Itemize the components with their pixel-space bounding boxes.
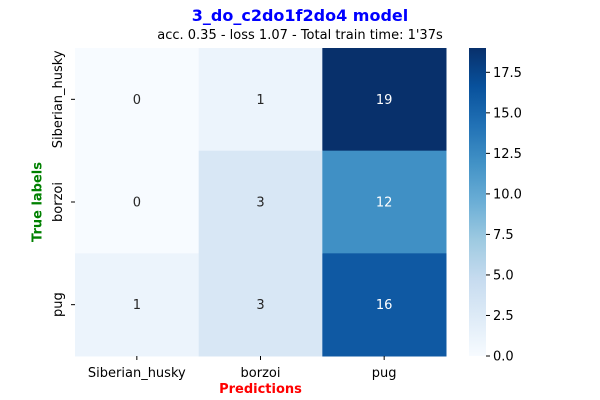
cell-value-label: 3 <box>256 196 264 211</box>
colorbar-tick-label: 7.5 <box>493 228 514 243</box>
heatmap-cell <box>75 150 200 254</box>
x-tick-label: pug <box>372 366 397 381</box>
cell-value-label: 19 <box>376 93 393 108</box>
colorbar-tick-label: 10.0 <box>493 187 522 202</box>
heatmap-cell <box>322 48 447 152</box>
x-axis-label: Predictions <box>219 382 302 397</box>
colorbar <box>469 48 486 356</box>
heatmap-cell <box>322 253 447 357</box>
cell-value-label: 3 <box>256 298 264 313</box>
cell-value-label: 0 <box>133 93 141 108</box>
y-tick-label: borzoi <box>51 182 66 222</box>
colorbar-tick-label: 0.0 <box>493 350 514 365</box>
heatmap-cell <box>75 253 200 357</box>
heatmap-cell <box>75 48 200 152</box>
x-tick-label: Siberian_husky <box>88 366 186 381</box>
heatmap-cell <box>198 253 323 357</box>
colorbar-tick-label: 17.5 <box>493 66 522 81</box>
heatmap-cell <box>198 150 323 254</box>
colorbar-tick-label: 2.5 <box>493 309 514 324</box>
chart-subtitle: acc. 0.35 - loss 1.07 - Total train time… <box>157 28 443 43</box>
heatmap-cell <box>198 48 323 152</box>
cell-value-label: 16 <box>376 298 393 313</box>
heatmap-cell <box>322 150 447 254</box>
cell-value-label: 0 <box>133 196 141 211</box>
chart-title: 3_do_c2do1f2do4 model <box>191 6 409 25</box>
cell-value-label: 1 <box>133 298 141 313</box>
x-tick-label: borzoi <box>241 366 281 381</box>
y-tick-label: Siberian_husky <box>51 50 66 148</box>
colorbar-tick-label: 15.0 <box>493 106 522 121</box>
colorbar-tick-label: 5.0 <box>493 268 514 283</box>
y-tick-label: pug <box>51 292 66 317</box>
cell-value-label: 1 <box>256 93 264 108</box>
cell-value-label: 12 <box>376 196 393 211</box>
colorbar-tick-label: 12.5 <box>493 147 522 162</box>
